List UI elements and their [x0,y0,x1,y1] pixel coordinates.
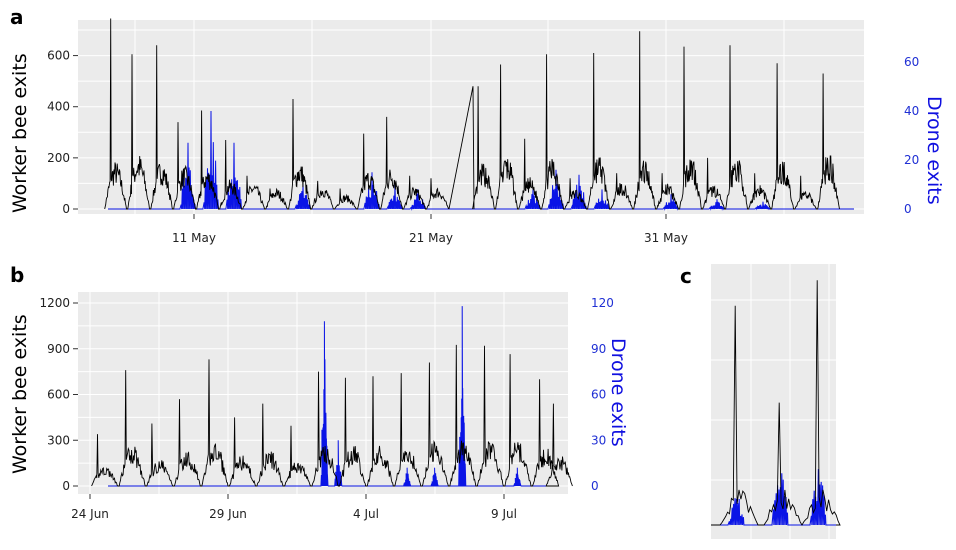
tick-label: 1200 [39,296,70,310]
panel-a-ylabel-left: Worker bee exits [9,53,31,213]
tick-label: 400 [47,100,70,114]
panel-c-drone-series [711,469,836,526]
tick-label: 900 [47,342,70,356]
tick-label: 24 Jun [71,507,109,521]
panel-c-letter: c [680,264,692,288]
panel-a-right-ticks: 0 20 40 60 [904,55,919,216]
panel-b-left-ticks: 0 300 600 900 1200 [39,296,78,493]
tick-label: 31 May [644,231,688,245]
panel-a-drone-series [108,110,854,211]
tick-label: 60 [904,55,919,69]
tick-label: 90 [591,342,606,356]
panel-a-letter: a [10,5,24,29]
tick-label: 40 [904,104,919,118]
panel-c-worker-series [711,280,841,526]
panel-c-grid [711,264,836,539]
tick-label: 20 [904,153,919,167]
tick-label: 30 [591,433,606,447]
panel-a-plot-area [78,20,864,214]
tick-label: 200 [47,151,70,165]
tick-label: 4 Jul [353,507,379,521]
panel-b-drone-series [108,306,558,487]
tick-label: 0 [591,479,599,493]
tick-label: 120 [591,296,614,310]
tick-label: 29 Jun [209,507,247,521]
panel-c: c [680,264,841,539]
panel-b-ylabel-right: Drone exits [607,338,629,447]
tick-label: 21 May [409,231,453,245]
panel-a-ylabel-right: Drone exits [923,96,945,205]
tick-label: 300 [47,433,70,447]
panel-b-letter: b [10,263,24,287]
tick-label: 0 [62,202,70,216]
panel-a-worker-series [104,18,840,210]
panel-b-ylabel-left: Worker bee exits [9,314,31,474]
panel-b-worker-series [91,344,573,487]
tick-label: 600 [47,49,70,63]
tick-label: 0 [62,479,70,493]
panel-a-left-ticks: 0 200 400 600 [47,49,78,216]
tick-label: 60 [591,388,606,402]
tick-label: 11 May [172,231,216,245]
panel-b-right-ticks: 0 30 60 90 120 [591,296,614,493]
panel-b: b 0 300 600 900 1200 0 30 60 90 120 24 Jun 29 Jun… [9,263,629,521]
tick-label: 9 Jul [491,507,517,521]
tick-label: 600 [47,388,70,402]
panel-a-x-ticks: 11 May 21 May 31 May [172,214,688,245]
tick-label: 0 [904,202,912,216]
panel-b-x-ticks: 24 Jun 29 Jun 4 Jul 9 Jul [71,494,517,521]
